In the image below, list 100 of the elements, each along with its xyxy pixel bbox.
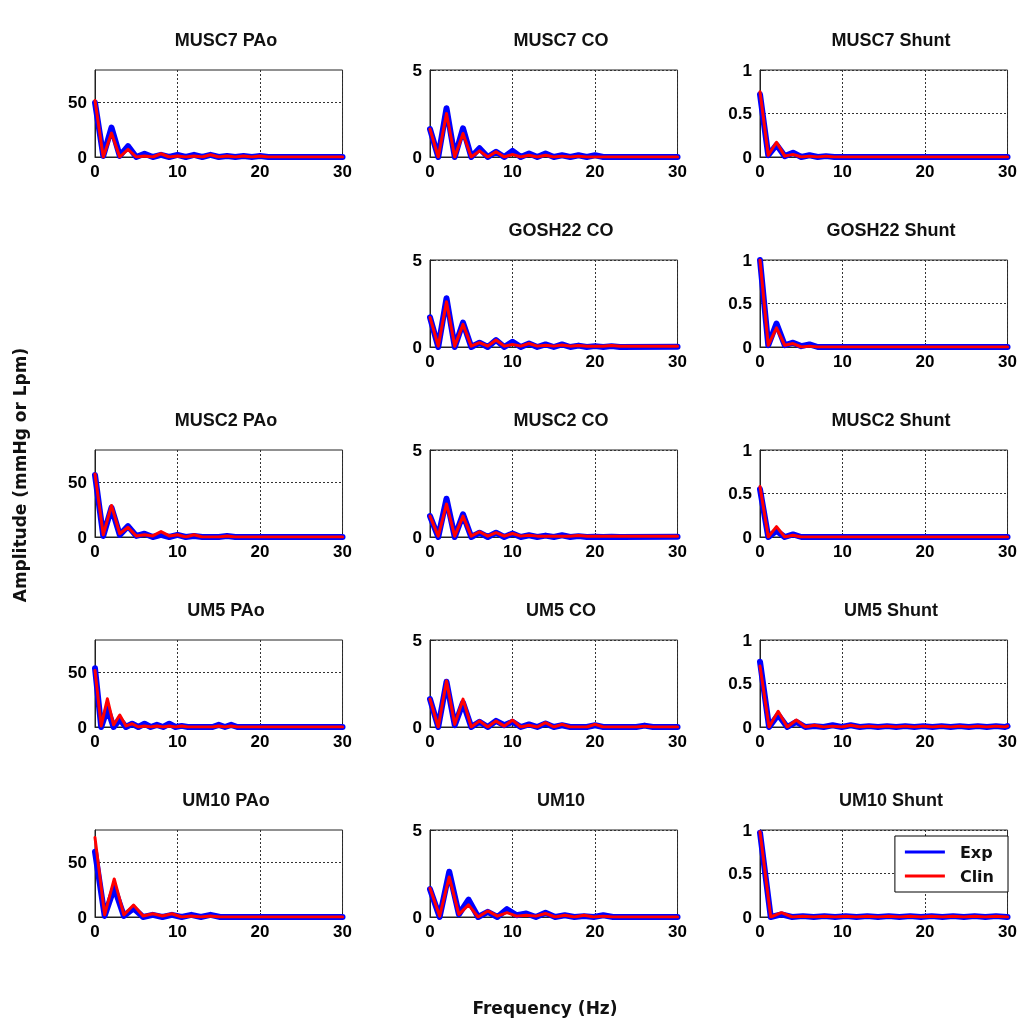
y-tick-label: 1 (742, 440, 752, 460)
y-tick-label: 50 (68, 853, 87, 873)
x-tick-label: 10 (168, 542, 187, 561)
y-tick-label: 1 (742, 250, 752, 270)
y-tick-label: 5 (412, 820, 422, 840)
x-tick-label: 0 (90, 922, 100, 941)
x-tick-label: 0 (90, 542, 100, 561)
x-tick-label: 20 (585, 352, 605, 371)
x-tick-label: 0 (90, 162, 100, 181)
y-tick-label: 0 (77, 717, 87, 737)
x-tick-label: 0 (425, 352, 435, 371)
x-tick-label: 20 (915, 542, 935, 561)
legend-label: Clin (959, 866, 995, 886)
y-tick-label: 5 (412, 440, 422, 460)
y-tick-label: 0.5 (728, 864, 752, 883)
x-tick-label: 10 (503, 732, 522, 751)
x-tick-label: 20 (250, 542, 270, 561)
y-tick-label: 1 (742, 820, 752, 840)
x-axis-title: Frequency (Hz) (472, 998, 618, 1018)
x-tick-label: 0 (90, 732, 100, 751)
x-tick-label: 20 (585, 922, 605, 941)
x-tick-label: 0 (425, 732, 435, 751)
chart-title: UM10 (536, 790, 586, 810)
y-tick-label: 50 (68, 663, 87, 683)
y-tick-label: 50 (68, 473, 87, 493)
x-tick-label: 30 (998, 352, 1018, 371)
y-tick-label: 0.5 (728, 294, 752, 313)
y-tick-label: 1 (742, 60, 752, 80)
y-tick-label: 0 (77, 907, 87, 927)
x-tick-label: 10 (833, 542, 852, 561)
x-tick-label: 30 (333, 542, 353, 561)
legend-label: Exp (959, 842, 993, 862)
x-tick-label: 0 (425, 162, 435, 181)
x-tick-label: 10 (833, 352, 852, 371)
x-tick-label: 30 (998, 542, 1018, 561)
y-tick-label: 5 (412, 60, 422, 80)
x-tick-label: 0 (755, 922, 765, 941)
x-tick-label: 30 (333, 732, 353, 751)
y-tick-label: 0 (77, 147, 87, 167)
y-tick-label: 0 (412, 337, 422, 357)
chart-title: MUSC2 PAo (174, 410, 278, 430)
y-tick-label: 0 (742, 907, 752, 927)
x-tick-label: 20 (250, 922, 270, 941)
x-tick-label: 0 (755, 732, 765, 751)
y-tick-label: 0 (412, 717, 422, 737)
x-tick-label: 10 (503, 352, 522, 371)
y-tick-label: 0 (412, 907, 422, 927)
x-tick-label: 20 (250, 732, 270, 751)
x-tick-label: 20 (915, 162, 935, 181)
x-tick-label: 0 (755, 542, 765, 561)
x-tick-label: 10 (833, 922, 852, 941)
x-tick-label: 20 (585, 732, 605, 751)
y-tick-label: 50 (68, 93, 87, 113)
x-tick-label: 20 (585, 542, 605, 561)
x-tick-label: 20 (915, 352, 935, 371)
x-tick-label: 20 (915, 922, 935, 941)
x-tick-label: 20 (250, 162, 270, 181)
x-tick-label: 30 (668, 922, 688, 941)
x-tick-label: 20 (915, 732, 935, 751)
y-tick-label: 0 (412, 147, 422, 167)
x-tick-label: 30 (998, 162, 1018, 181)
chart-title: MUSC2 Shunt (831, 410, 951, 430)
x-tick-label: 10 (168, 162, 187, 181)
x-tick-label: 10 (833, 162, 852, 181)
chart-title: UM5 PAo (187, 600, 265, 620)
x-tick-label: 10 (833, 732, 852, 751)
x-tick-label: 20 (585, 162, 605, 181)
chart-title: UM10 Shunt (838, 790, 944, 810)
y-tick-label: 5 (412, 630, 422, 650)
x-tick-label: 30 (668, 542, 688, 561)
x-tick-label: 10 (503, 542, 522, 561)
chart-title: GOSH22 Shunt (826, 220, 956, 240)
chart-title: MUSC7 Shunt (831, 30, 951, 50)
y-tick-label: 0 (412, 527, 422, 547)
y-axis-title: Amplitude (mmHg or Lpm) (10, 347, 30, 603)
y-tick-label: 0.5 (728, 484, 752, 503)
y-tick-label: 0 (742, 717, 752, 737)
chart-title: MUSC7 PAo (174, 30, 278, 50)
y-tick-label: 0 (742, 147, 752, 167)
x-tick-label: 10 (503, 922, 522, 941)
chart-title: MUSC2 CO (513, 410, 609, 430)
x-tick-label: 10 (168, 732, 187, 751)
x-tick-label: 30 (333, 162, 353, 181)
x-tick-label: 30 (333, 922, 353, 941)
x-tick-label: 10 (503, 162, 522, 181)
x-tick-label: 30 (668, 162, 688, 181)
y-tick-label: 1 (742, 630, 752, 650)
chart-title: MUSC7 CO (513, 30, 609, 50)
x-tick-label: 0 (425, 922, 435, 941)
y-tick-label: 0.5 (728, 104, 752, 123)
y-tick-label: 0 (742, 527, 752, 547)
y-tick-label: 0 (742, 337, 752, 357)
chart-title: GOSH22 CO (508, 220, 614, 240)
x-tick-label: 0 (755, 352, 765, 371)
x-tick-label: 10 (168, 922, 187, 941)
chart-title: UM5 Shunt (844, 600, 938, 620)
chart-title: UM10 PAo (182, 790, 270, 810)
x-tick-label: 30 (998, 922, 1018, 941)
y-tick-label: 0 (77, 527, 87, 547)
y-tick-label: 5 (412, 250, 422, 270)
